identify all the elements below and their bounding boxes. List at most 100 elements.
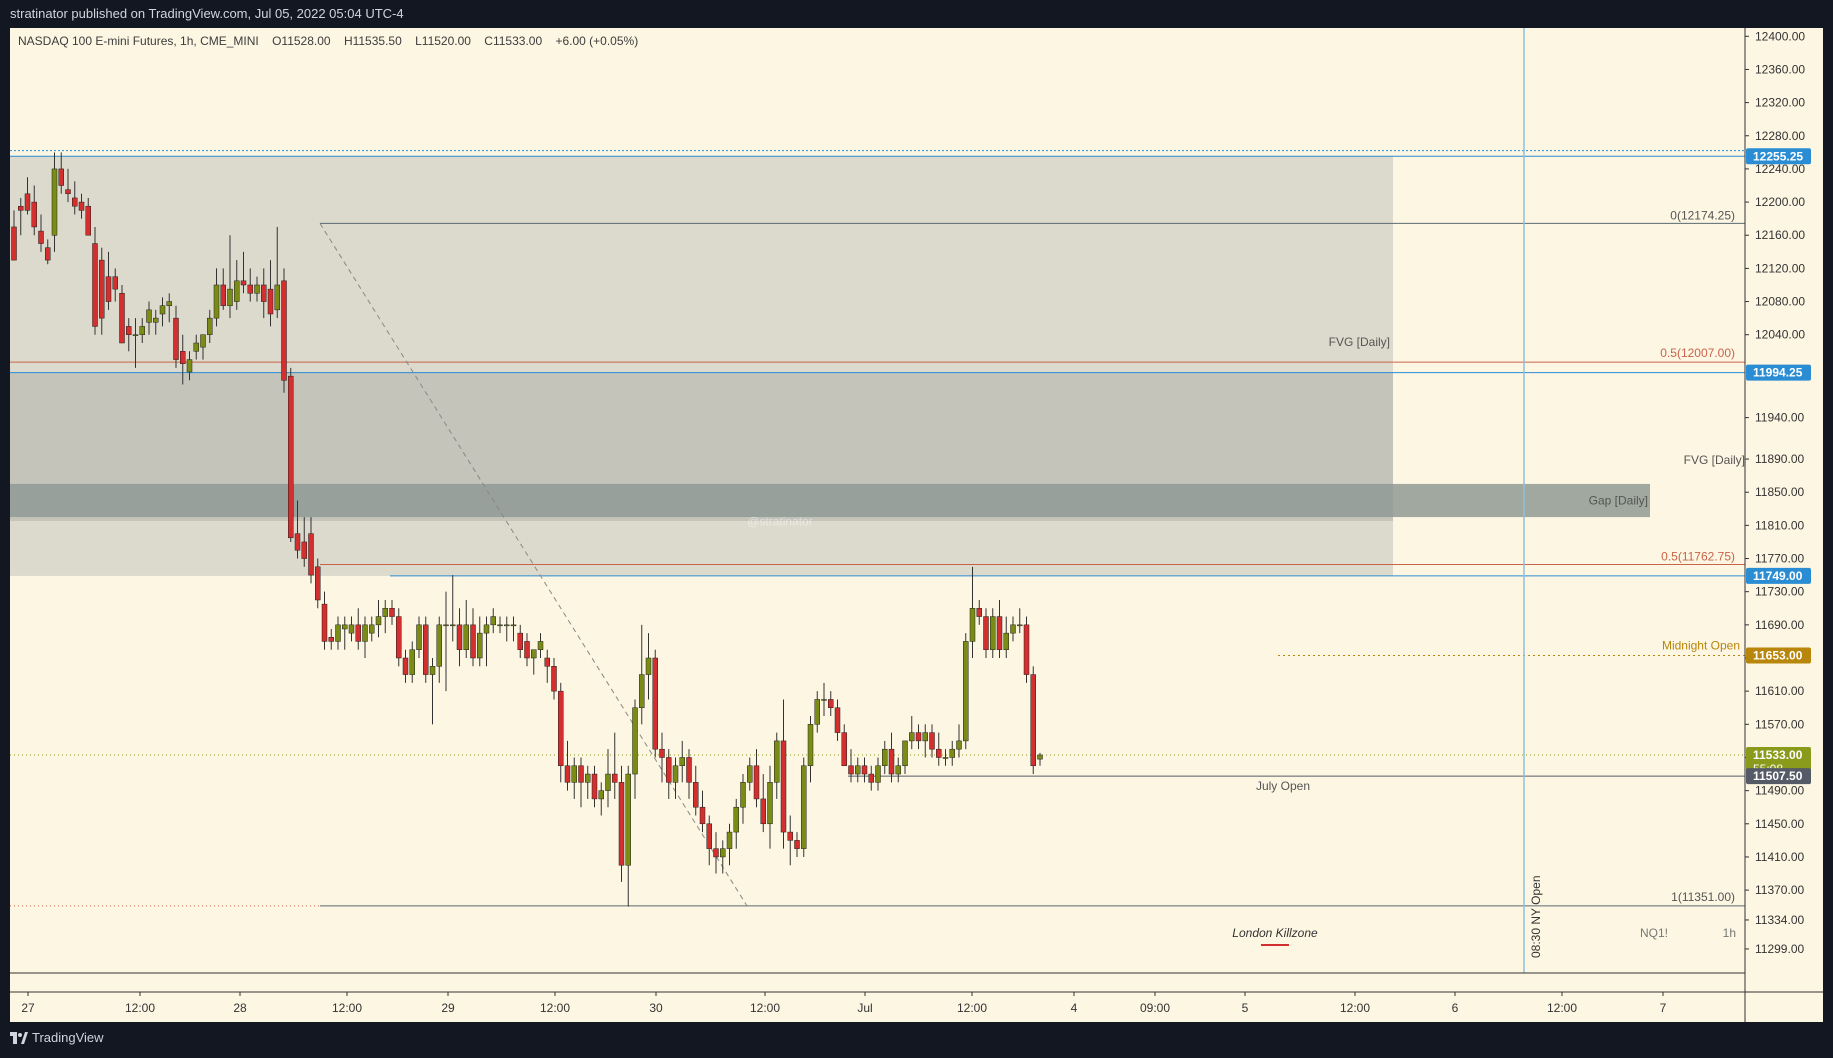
bull-candle bbox=[645, 657, 652, 675]
bear-candle bbox=[321, 603, 328, 642]
price-tag-label: 12255.25 bbox=[1753, 149, 1803, 163]
fvg-label-right: FVG [Daily] bbox=[1684, 453, 1745, 467]
bull-candle bbox=[213, 284, 220, 319]
bull-candle bbox=[942, 757, 949, 759]
bull-candle bbox=[679, 757, 685, 767]
bear-candle bbox=[659, 748, 665, 758]
bear-candle bbox=[578, 765, 584, 783]
bull-candle bbox=[801, 765, 807, 849]
bull-candle bbox=[922, 732, 928, 742]
bull-candle bbox=[497, 624, 503, 627]
bear-candle bbox=[396, 616, 402, 659]
chart-area[interactable]: @stratinator 0(12174.25) 0.5(12007.00) 0.5(… bbox=[10, 28, 1823, 1022]
tradingview-brand: TradingView bbox=[32, 1030, 104, 1045]
bull-candle bbox=[963, 641, 969, 742]
bear-candle bbox=[517, 632, 523, 650]
bull-candle bbox=[672, 765, 679, 783]
time-axis-label: 12:00 bbox=[540, 1001, 570, 1015]
fib-label-0: 0(12174.25) bbox=[1670, 208, 1735, 222]
bear-candle bbox=[760, 798, 766, 825]
bear-candle bbox=[315, 566, 321, 601]
bull-candle bbox=[477, 632, 483, 659]
bull-candle bbox=[585, 773, 591, 783]
bear-candle bbox=[92, 243, 98, 327]
bull-candle bbox=[571, 765, 577, 783]
bear-candle bbox=[1030, 674, 1036, 767]
bear-candle bbox=[524, 641, 530, 659]
midnight-open-label: Midnight Open bbox=[1662, 639, 1740, 653]
bull-candle bbox=[807, 724, 814, 767]
bear-candle bbox=[423, 624, 429, 675]
bear-candle bbox=[706, 823, 712, 849]
bull-candle bbox=[234, 280, 240, 302]
bear-candle bbox=[551, 666, 557, 692]
bear-candle bbox=[119, 293, 125, 344]
time-axis-label: 12:00 bbox=[1340, 1001, 1370, 1015]
bear-candle bbox=[112, 276, 118, 290]
bear-candle bbox=[38, 230, 44, 244]
publisher-line: stratinator published on TradingView.com… bbox=[10, 6, 404, 21]
bull-candle bbox=[450, 624, 456, 627]
price-tag bbox=[1746, 647, 1811, 664]
price-axis-label: 11299.00 bbox=[1755, 942, 1804, 956]
price-axis-label: 12320.00 bbox=[1755, 96, 1805, 110]
bear-candle bbox=[983, 616, 989, 650]
time-axis-label: 29 bbox=[441, 1001, 455, 1015]
bear-candle bbox=[58, 168, 64, 186]
price-axis-label: 11610.00 bbox=[1755, 684, 1804, 698]
bear-candle bbox=[544, 657, 550, 667]
candlestick-chart[interactable]: @stratinator 0(12174.25) 0.5(12007.00) 0.5(… bbox=[10, 28, 1823, 1022]
fib-label-05-lower: 0.5(11762.75) bbox=[1661, 550, 1735, 564]
bull-candle bbox=[166, 301, 172, 306]
bull-candle bbox=[463, 624, 469, 650]
price-axis-label: 11490.00 bbox=[1755, 784, 1804, 798]
bull-candle bbox=[146, 309, 152, 323]
bear-candle bbox=[780, 740, 787, 833]
bear-candle bbox=[686, 757, 692, 783]
bear-candle bbox=[591, 773, 598, 800]
time-axis-label: 6 bbox=[1452, 1001, 1459, 1015]
bull-candle bbox=[632, 707, 638, 775]
bull-candle bbox=[774, 740, 780, 783]
bear-candle bbox=[173, 317, 179, 360]
bull-candle bbox=[909, 732, 915, 742]
bull-candle bbox=[747, 765, 753, 783]
gap-label: Gap [Daily] bbox=[1589, 494, 1648, 508]
bear-candle bbox=[45, 247, 51, 261]
bear-candle bbox=[753, 765, 760, 800]
legend-change: +6.00 (+0.05%) bbox=[555, 34, 639, 48]
bull-candle bbox=[153, 317, 159, 323]
bear-candle bbox=[78, 201, 85, 211]
bull-candle bbox=[483, 624, 490, 634]
bear-candle bbox=[848, 765, 854, 775]
bull-candle bbox=[510, 624, 517, 627]
bear-candle bbox=[18, 205, 24, 211]
bull-candle bbox=[369, 624, 375, 634]
fib-label-1: 1(11351.00) bbox=[1671, 890, 1735, 904]
bear-candle bbox=[180, 351, 186, 364]
price-tag-label: 11533.00 bbox=[1753, 748, 1803, 762]
bull-candle bbox=[969, 608, 976, 642]
price-tag-label: 11653.00 bbox=[1753, 649, 1803, 663]
bear-candle bbox=[693, 782, 699, 808]
price-tag bbox=[1746, 148, 1811, 165]
tradingview-logo[interactable]: TradingView bbox=[10, 1030, 104, 1045]
bull-candle bbox=[720, 848, 726, 858]
bear-candle bbox=[936, 748, 942, 758]
legend-open: O11528.00 bbox=[272, 34, 331, 48]
bull-candle bbox=[814, 699, 820, 725]
bull-candle bbox=[1037, 754, 1043, 760]
time-axis-label: 4 bbox=[1071, 1001, 1078, 1015]
bear-candle bbox=[220, 284, 226, 306]
legend-symbol: NASDAQ 100 E-mini Futures, 1h, CME_MINI bbox=[18, 34, 259, 48]
bear-candle bbox=[24, 193, 31, 211]
price-axis-label: 11450.00 bbox=[1755, 817, 1804, 831]
bear-candle bbox=[470, 624, 476, 659]
publisher-bar: stratinator published on TradingView.com… bbox=[0, 0, 1833, 28]
bear-candle bbox=[328, 637, 334, 642]
bear-candle bbox=[294, 533, 301, 551]
bull-candle bbox=[159, 305, 166, 315]
bear-candle bbox=[31, 201, 37, 228]
price-axis-label: 12040.00 bbox=[1755, 328, 1805, 342]
bear-candle bbox=[456, 624, 463, 650]
